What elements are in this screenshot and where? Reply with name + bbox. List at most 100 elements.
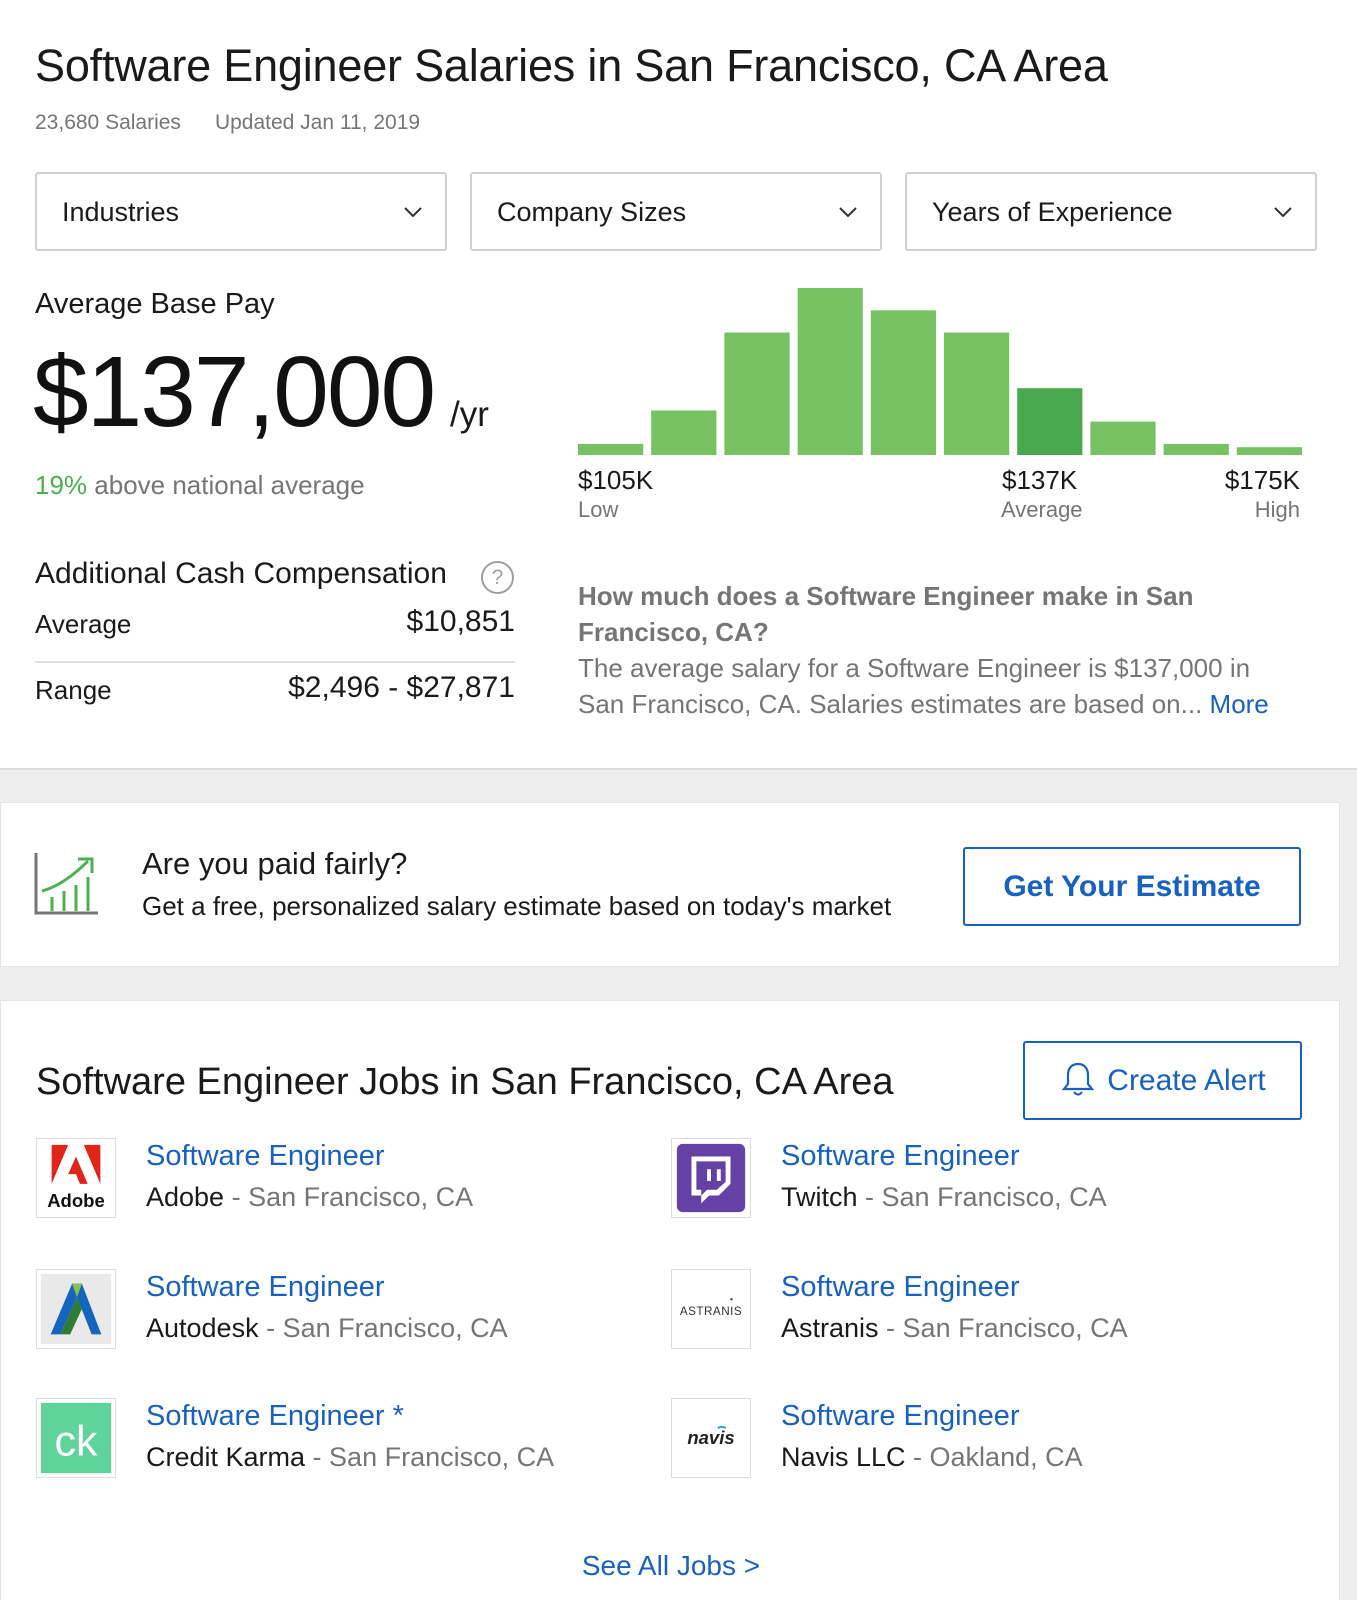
years-experience-dropdown[interactable]: Years of Experience [905, 172, 1317, 251]
histogram-bar-average [1017, 388, 1083, 455]
job-title-link[interactable]: Software Engineer [146, 1271, 385, 1303]
job-company: Autodesk [146, 1313, 259, 1343]
company-sizes-dropdown-label: Company Sizes [497, 197, 687, 227]
job-location: - San Francisco, CA [857, 1182, 1107, 1212]
job-location: - Oakland, CA [905, 1442, 1083, 1472]
divider [35, 661, 515, 663]
bell-icon [1061, 1062, 1095, 1096]
comp-row-value: $10,851 [406, 605, 515, 638]
faq-answer-text: The average salary for a Software Engine… [578, 653, 1251, 719]
job-company: Adobe [146, 1182, 225, 1212]
job-title-link[interactable]: Software Engineer [781, 1140, 1020, 1172]
histogram-bar [870, 310, 936, 455]
job-title-link[interactable]: Software Engineer * [146, 1400, 404, 1432]
above-percent: 19% [35, 470, 88, 500]
salary-summary-section: Software Engineer Salaries in San Franci… [0, 0, 1357, 770]
above-text: above national average [87, 470, 365, 500]
faq-answer: The average salary for a Software Engine… [578, 650, 1298, 722]
histogram-bar [724, 332, 790, 455]
high-value: $175K [1224, 465, 1300, 495]
promo-title: Are you paid fairly? [142, 846, 408, 881]
histogram-bar [651, 410, 717, 455]
national-comparison: 19% above national average [35, 470, 365, 501]
job-listing[interactable]: ASTRANIS Software Engineer Astranis - Sa… [671, 1269, 1291, 1359]
comp-row-value: $2,496 - $27,871 [288, 671, 515, 704]
jobs-card: Software Engineer Jobs in San Francisco,… [0, 1000, 1340, 1600]
chevron-down-icon [404, 207, 422, 218]
industries-dropdown[interactable]: Industries [35, 172, 447, 251]
years-experience-dropdown-label: Years of Experience [932, 197, 1173, 227]
faq-question: How much does a Software Engineer make i… [578, 581, 1194, 647]
comp-row-label: Average [35, 609, 132, 639]
adobe-logo-text: Adobe [47, 1190, 105, 1211]
histogram-bar [578, 443, 644, 455]
job-company-location: Credit Karma - San Francisco, CA [146, 1442, 554, 1473]
job-listing[interactable]: navis Software Engineer Navis LLC - Oakl… [671, 1398, 1291, 1488]
credit-karma-logo: ck [36, 1398, 116, 1478]
promo-subtitle: Get a free, personalized salary estimate… [142, 891, 892, 921]
pay-unit: /yr [450, 395, 489, 434]
company-sizes-dropdown[interactable]: Company Sizes [470, 172, 882, 251]
job-company-location: Twitch - San Francisco, CA [781, 1182, 1107, 1213]
job-listing[interactable]: Software Engineer Twitch - San Francisco… [671, 1138, 1291, 1228]
autodesk-logo [36, 1269, 116, 1349]
salary-histogram [578, 288, 1302, 455]
updated-date: Updated Jan 11, 2019 [214, 111, 421, 134]
job-title-link[interactable]: Software Engineer [146, 1140, 385, 1172]
job-location: - San Francisco, CA [258, 1313, 508, 1343]
histogram-bar [797, 288, 863, 455]
industries-dropdown-label: Industries [62, 197, 180, 227]
navis-logo: navis [671, 1398, 751, 1478]
average-label: Average [1001, 497, 1083, 522]
average-base-pay-value: $137,000 [33, 336, 436, 448]
average-base-pay-label: Average Base Pay [35, 288, 275, 320]
credit-karma-logo-text: ck [55, 1418, 98, 1466]
job-listing[interactable]: Software Engineer Autodesk - San Francis… [36, 1269, 656, 1359]
job-company: Astranis [781, 1313, 879, 1343]
create-alert-button[interactable]: Create Alert [1023, 1041, 1302, 1120]
average-value: $137K [1002, 465, 1078, 495]
job-company: Navis LLC [781, 1442, 906, 1472]
job-company-location: Autodesk - San Francisco, CA [146, 1313, 508, 1344]
chevron-down-icon [839, 207, 857, 218]
adobe-logo: Adobe [36, 1138, 116, 1218]
comp-row-average: Average $10,851 [35, 605, 515, 665]
astranis-logo-text: ASTRANIS [680, 1305, 742, 1318]
job-company: Credit Karma [146, 1442, 306, 1472]
twitch-logo [671, 1138, 751, 1218]
low-value: $105K [578, 465, 654, 495]
astranis-logo: ASTRANIS [671, 1269, 751, 1349]
see-all-jobs-link[interactable]: See All Jobs > [581, 1550, 761, 1581]
job-listing[interactable]: Adobe Software Engineer Adobe - San Fran… [36, 1138, 656, 1228]
chevron-down-icon [1274, 207, 1292, 218]
histogram-bar [1236, 447, 1302, 455]
job-location: - San Francisco, CA [224, 1182, 474, 1212]
page-title: Software Engineer Salaries in San Franci… [35, 40, 1108, 91]
job-location: - San Francisco, CA [878, 1313, 1128, 1343]
comp-row-label: Range [35, 675, 112, 705]
question-circle-icon[interactable]: ? [481, 561, 514, 594]
low-label: Low [578, 497, 619, 522]
navis-logo-text: navis [687, 1427, 734, 1448]
growth-chart-icon [34, 853, 98, 915]
salary-count: 23,680 Salaries [35, 111, 181, 134]
histogram-bar [1090, 421, 1156, 455]
job-listing[interactable]: ck Software Engineer * Credit Karma - Sa… [36, 1398, 656, 1488]
pay-estimate-card: Are you paid fairly? Get a free, persona… [0, 802, 1340, 967]
job-title-link[interactable]: Software Engineer [781, 1400, 1020, 1432]
jobs-section-title: Software Engineer Jobs in San Francisco,… [36, 1061, 894, 1103]
job-company: Twitch [781, 1182, 858, 1212]
histogram-bar [944, 332, 1010, 455]
high-label: High [1254, 497, 1300, 522]
job-company-location: Adobe - San Francisco, CA [146, 1182, 473, 1213]
create-alert-label: Create Alert [1107, 1064, 1266, 1097]
job-title-link[interactable]: Software Engineer [781, 1271, 1020, 1303]
get-your-estimate-button[interactable]: Get Your Estimate [963, 847, 1301, 926]
job-company-location: Astranis - San Francisco, CA [781, 1313, 1128, 1344]
job-company-location: Navis LLC - Oakland, CA [781, 1442, 1083, 1473]
more-link[interactable]: More [1209, 689, 1269, 719]
comp-row-range: Range $2,496 - $27,871 [35, 671, 515, 731]
additional-cash-title: Additional Cash Compensation [35, 557, 447, 590]
histogram-bar [1163, 443, 1229, 455]
job-location: - San Francisco, CA [305, 1442, 555, 1472]
